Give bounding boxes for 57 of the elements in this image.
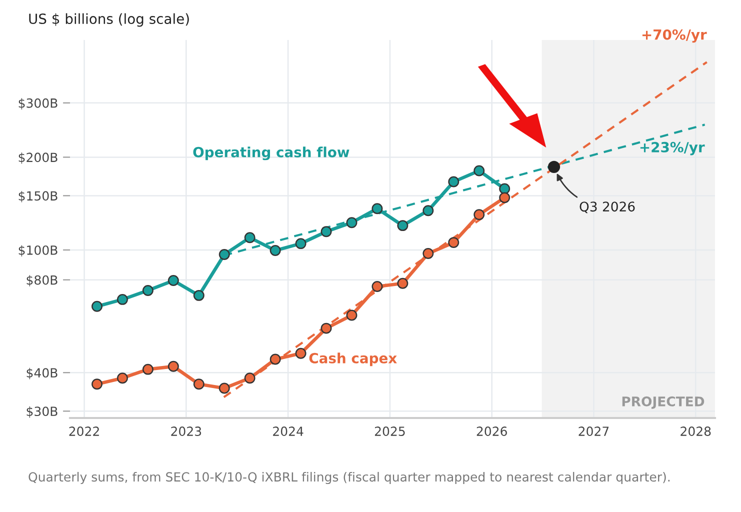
point xyxy=(92,378,102,390)
point xyxy=(244,372,256,384)
y-tick-label: $40B xyxy=(26,368,58,380)
point xyxy=(270,245,281,256)
point xyxy=(142,284,154,296)
point xyxy=(448,176,460,188)
y-tick-label: $200B xyxy=(18,152,58,164)
y-axis-title: US $ billions (log scale) xyxy=(29,13,189,27)
text: Operating cash flow xyxy=(193,146,350,160)
point xyxy=(193,290,204,301)
point xyxy=(397,220,408,232)
point xyxy=(116,294,128,305)
x-tick-label: 2025 xyxy=(374,426,405,436)
band-label: PROJECTED xyxy=(622,396,704,409)
annotation: +70%/yr xyxy=(642,29,707,43)
point xyxy=(346,310,358,321)
text: Quarterly sums, from SEC 10-K/10-Q iXBRL filings (fiscal quarter mapped to nearest calendar quarter). xyxy=(28,472,670,484)
point xyxy=(92,300,102,312)
series-label: Cash capex xyxy=(309,352,397,366)
point xyxy=(422,248,434,259)
x-tick-label: 2022 xyxy=(69,426,99,436)
point xyxy=(193,378,204,390)
point xyxy=(448,237,460,248)
x-tick-label: 2028 xyxy=(680,426,711,436)
point xyxy=(372,203,383,214)
point xyxy=(320,322,332,334)
y-tick-label: $30B xyxy=(26,406,58,418)
point xyxy=(474,209,485,220)
x-tick-label: 2024 xyxy=(273,426,304,436)
point xyxy=(548,160,560,173)
point xyxy=(168,360,179,372)
point xyxy=(168,275,179,286)
point xyxy=(474,165,485,176)
point xyxy=(422,205,434,216)
annotation: +23%/yr xyxy=(640,142,705,156)
point xyxy=(499,183,510,194)
point xyxy=(320,226,332,238)
point xyxy=(499,192,510,204)
point xyxy=(295,238,306,250)
y-tick-label: $150B xyxy=(18,190,58,202)
point xyxy=(244,232,256,244)
y-tick-label: $300B xyxy=(18,98,58,110)
point xyxy=(116,372,128,384)
point xyxy=(142,364,154,375)
x-tick-label: 2026 xyxy=(476,426,507,436)
x-tick-label: 2023 xyxy=(171,426,202,436)
point xyxy=(295,348,306,359)
point xyxy=(346,217,358,228)
annotation: Q3 2026 xyxy=(580,202,635,214)
point xyxy=(218,382,230,394)
y-tick-label: $80B xyxy=(26,275,58,286)
y-tick-label: $100B xyxy=(18,245,58,257)
point xyxy=(397,278,408,289)
point xyxy=(270,354,281,365)
x-tick-label: 2027 xyxy=(578,426,609,436)
point xyxy=(218,248,230,260)
point xyxy=(372,281,383,292)
